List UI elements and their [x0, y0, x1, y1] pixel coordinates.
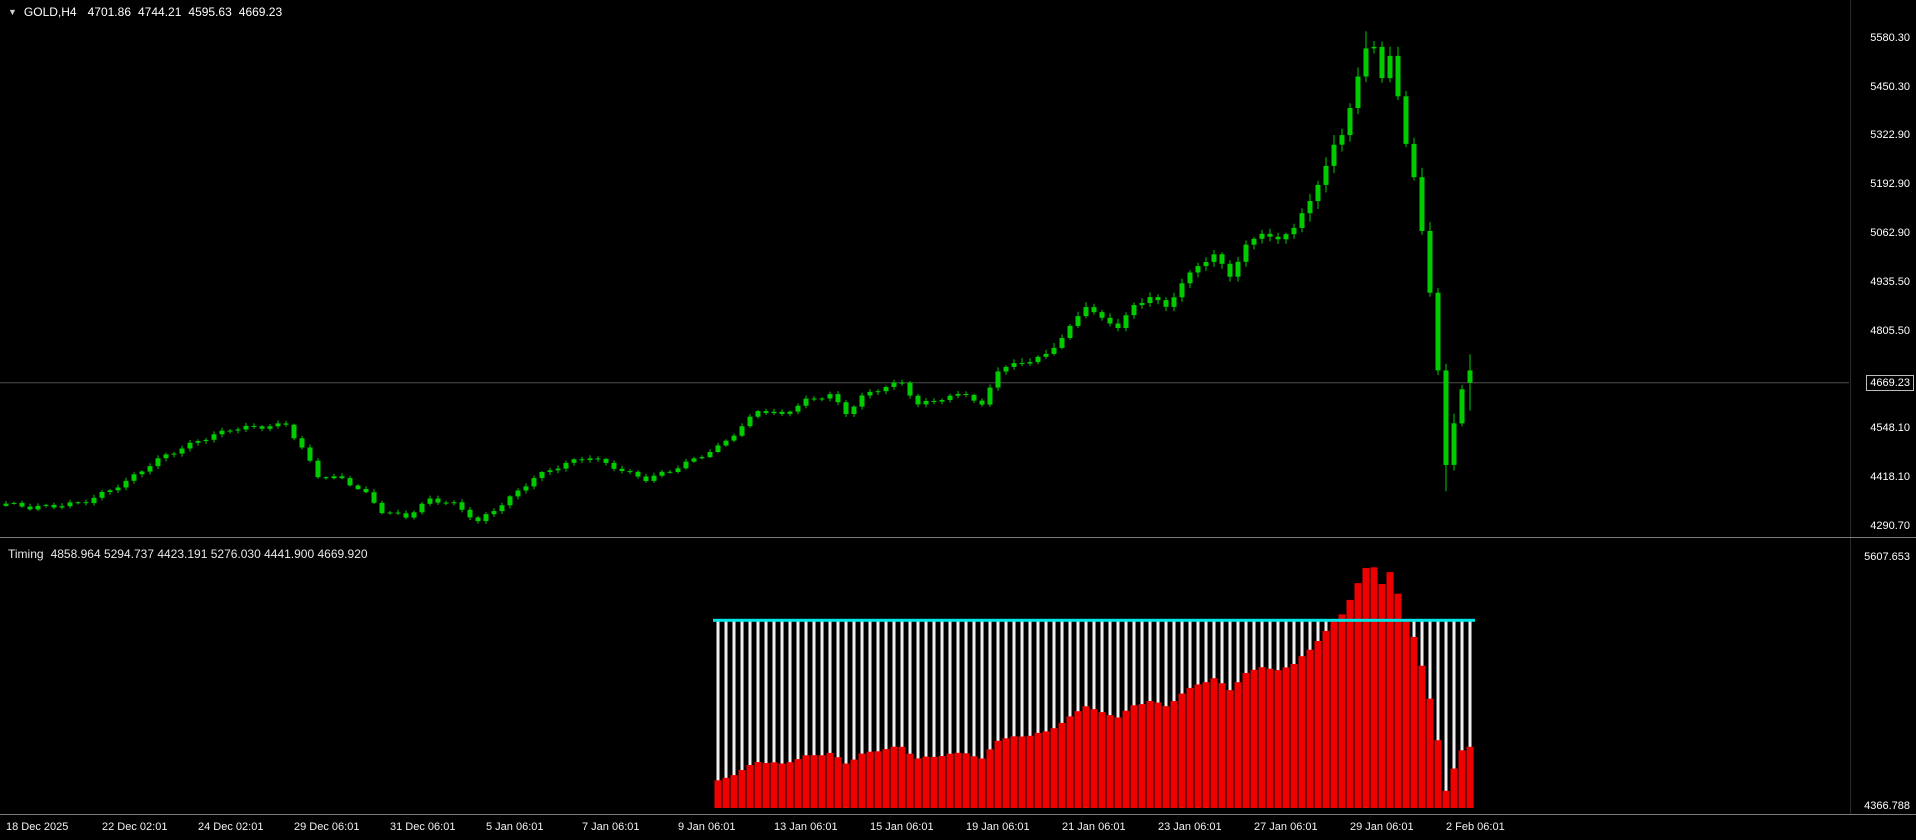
time-tick-label: 9 Jan 06:01 — [678, 821, 736, 833]
time-tick-label: 5 Jan 06:01 — [486, 821, 544, 833]
time-tick-label: 24 Dec 02:01 — [198, 821, 264, 833]
pane-separator[interactable] — [0, 537, 1916, 538]
time-tick-label: 7 Jan 06:01 — [582, 821, 640, 833]
indicator-axis[interactable]: 5607.653 4366.788 — [1850, 538, 1916, 814]
price-tick-label: 4418.10 — [1870, 471, 1910, 484]
time-axis-separator — [0, 814, 1916, 815]
ohlc-high: 4744.21 — [138, 5, 182, 19]
time-tick-label: 18 Dec 2025 — [6, 821, 69, 833]
time-tick-label: 2 Feb 06:01 — [1446, 821, 1505, 833]
price-tick-label: 5192.90 — [1870, 178, 1910, 191]
time-tick-label: 19 Jan 06:01 — [966, 821, 1030, 833]
price-axis[interactable]: 5580.30 5450.30 5322.90 5192.90 5062.90 4935.… — [1850, 0, 1916, 537]
price-tick-label: 5062.90 — [1870, 227, 1910, 240]
current-price-tag: 4669.23 — [1866, 374, 1914, 391]
timing-indicator-canvas[interactable] — [0, 538, 1849, 814]
time-tick-label: 23 Jan 06:01 — [1158, 821, 1222, 833]
ohlc-open: 4701.86 — [87, 5, 131, 19]
indicator-header: Timing 4858.964 5294.737 4423.191 5276.0… — [8, 547, 368, 561]
symbol-marker-icon: ▼ — [8, 7, 17, 17]
symbol-header: ▼ GOLD,H4 4701.86 4744.21 4595.63 4669.2… — [8, 5, 282, 19]
price-tick-label: 4290.70 — [1870, 519, 1910, 532]
time-tick-label: 21 Jan 06:01 — [1062, 821, 1126, 833]
indicator-tick-label: 4366.788 — [1864, 800, 1910, 812]
time-tick-label: 27 Jan 06:01 — [1254, 821, 1318, 833]
price-tick-label: 5322.90 — [1870, 129, 1910, 141]
symbol-name: GOLD,H4 — [23, 5, 77, 19]
price-tick-label: 4548.10 — [1870, 422, 1910, 435]
price-tick-label: 4935.50 — [1870, 275, 1910, 288]
time-tick-label: 31 Dec 06:01 — [390, 821, 456, 833]
ohlc-low: 4595.63 — [188, 5, 232, 19]
time-tick-label: 15 Jan 06:01 — [870, 821, 934, 833]
ohlc-close: 4669.23 — [238, 5, 283, 19]
time-tick-label: 29 Dec 06:01 — [294, 821, 360, 833]
time-tick-label: 29 Jan 06:01 — [1350, 821, 1414, 833]
candlestick-chart-canvas[interactable] — [0, 0, 1849, 537]
price-tick-label: 5450.30 — [1870, 80, 1910, 93]
price-tick-label: 5580.30 — [1870, 31, 1910, 44]
time-tick-label: 13 Jan 06:01 — [774, 821, 838, 833]
indicator-name: Timing — [8, 547, 44, 561]
indicator-values: 4858.964 5294.737 4423.191 5276.030 4441… — [50, 547, 368, 561]
indicator-tick-label: 5607.653 — [1864, 550, 1910, 563]
time-axis[interactable]: 18 Dec 2025 22 Dec 02:01 24 Dec 02:01 29 De… — [0, 815, 1916, 840]
time-tick-label: 22 Dec 02:01 — [102, 821, 168, 833]
price-tick-label: 4805.50 — [1870, 324, 1910, 337]
